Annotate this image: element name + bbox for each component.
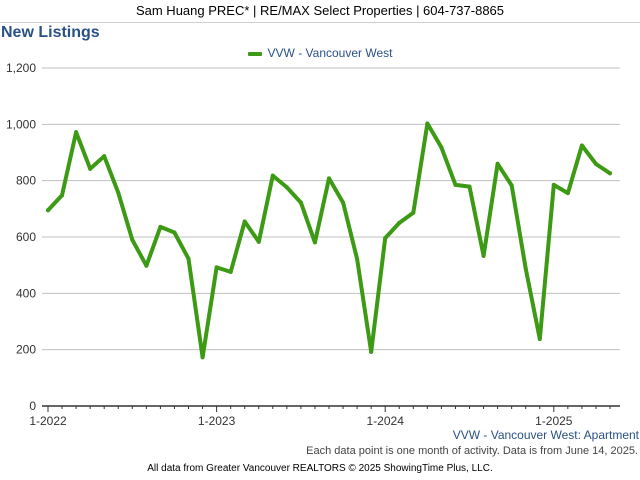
data-point	[284, 185, 289, 190]
data-point	[411, 210, 416, 215]
data-point	[102, 154, 107, 159]
data-point	[495, 161, 500, 166]
y-tick-label: 800	[16, 174, 36, 188]
series-layer	[46, 121, 612, 360]
legend-swatch	[247, 51, 262, 56]
footer-note: Each data point is one month of activity…	[306, 445, 638, 457]
data-point	[481, 253, 486, 258]
data-point	[341, 200, 346, 205]
data-point	[270, 173, 275, 178]
data-point	[60, 193, 65, 198]
data-point	[312, 240, 317, 245]
data-point	[214, 265, 219, 270]
legend: VVW - Vancouver West	[0, 44, 640, 62]
data-point	[355, 256, 360, 261]
data-point	[186, 256, 191, 261]
data-point	[88, 166, 93, 171]
x-axis: 1-2022 1-2023 1-2024 1-2025	[29, 405, 620, 428]
data-point	[256, 239, 261, 244]
data-point	[565, 191, 570, 196]
y-tick-label: 1,200	[6, 61, 36, 75]
data-point	[523, 266, 528, 271]
x-tick-label: 1-2024	[367, 414, 405, 428]
y-tick-label: 0	[29, 399, 36, 413]
header-text: Sam Huang PREC* | RE/MAX Select Properti…	[135, 3, 505, 18]
data-point	[46, 208, 50, 213]
legend-label: VVW - Vancouver West	[267, 46, 393, 60]
data-point	[439, 145, 444, 150]
x-tick-label: 1-2022	[29, 414, 67, 428]
data-point	[579, 143, 584, 148]
x-tick-label: 1-2023	[198, 414, 236, 428]
data-point	[228, 269, 233, 274]
data-point	[593, 162, 598, 167]
data-point	[158, 224, 163, 229]
data-point	[383, 236, 388, 241]
data-point	[551, 182, 556, 187]
data-point	[327, 176, 331, 181]
chart-title: New Listings	[1, 24, 100, 41]
data-point	[172, 230, 177, 235]
data-point	[369, 349, 374, 354]
data-point	[467, 184, 472, 189]
data-point	[200, 355, 205, 360]
y-tick-label: 600	[16, 230, 36, 244]
data-point	[425, 121, 430, 126]
y-tick-label: 1,000	[6, 117, 36, 131]
data-point	[130, 237, 135, 242]
data-point	[298, 200, 303, 205]
footer-series-label: VVW - Vancouver West: Apartment	[452, 428, 639, 442]
y-tick-label: 400	[16, 286, 36, 300]
data-point	[509, 183, 514, 188]
data-point	[537, 336, 542, 341]
data-point	[608, 171, 612, 176]
data-point	[116, 190, 121, 195]
data-point	[397, 220, 402, 225]
grid-lines	[42, 67, 620, 351]
footer-source: All data from Greater Vancouver REALTORS…	[147, 463, 493, 474]
data-point	[453, 182, 458, 187]
data-point	[74, 130, 79, 135]
data-point	[242, 219, 247, 224]
x-tick-label: 1-2025	[535, 414, 573, 428]
data-point	[144, 263, 149, 268]
header-bar: Sam Huang PREC* | RE/MAX Select Properti…	[0, 0, 640, 23]
y-axis-ticks: 0 200 400 600 800 1,000 1,200	[6, 61, 36, 413]
y-tick-label: 200	[16, 343, 36, 357]
